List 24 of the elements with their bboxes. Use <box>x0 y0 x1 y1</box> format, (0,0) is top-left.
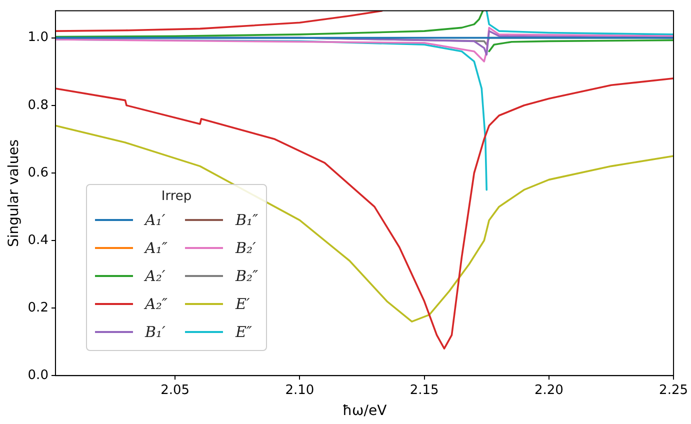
y-tick-label: 0.4 <box>28 232 48 248</box>
legend-label: B₁″ <box>235 211 258 229</box>
legend-label: A₂′ <box>145 267 166 285</box>
legend-label: A₁′ <box>145 211 166 229</box>
legend-label: E′ <box>235 295 250 313</box>
x-tick-label: 2.25 <box>659 382 688 398</box>
y-tick-label: 0.8 <box>28 98 48 113</box>
x-tick-label: 2.15 <box>410 382 439 398</box>
x-tick-label: 2.05 <box>160 382 190 398</box>
x-axis-title: ħω/eV <box>342 403 388 420</box>
y-axis-title: Singular values <box>6 139 22 248</box>
y-tick-label: 0.0 <box>28 368 48 383</box>
legend-label: A₂″ <box>145 295 168 313</box>
legend-label: B₂″ <box>235 267 258 285</box>
y-tick-label: 0.6 <box>28 165 48 180</box>
legend-label: E″ <box>235 323 252 341</box>
legend-label: A₁″ <box>145 239 168 257</box>
legend-label: B₂′ <box>235 239 256 257</box>
x-tick-label: 2.20 <box>534 382 564 398</box>
x-tick-label: 2.10 <box>285 382 314 398</box>
y-tick-label: 1.0 <box>28 30 48 46</box>
legend-label: B₁′ <box>145 323 166 341</box>
y-tick-label: 0.2 <box>28 300 48 316</box>
legend-title: Irrep <box>160 189 193 204</box>
